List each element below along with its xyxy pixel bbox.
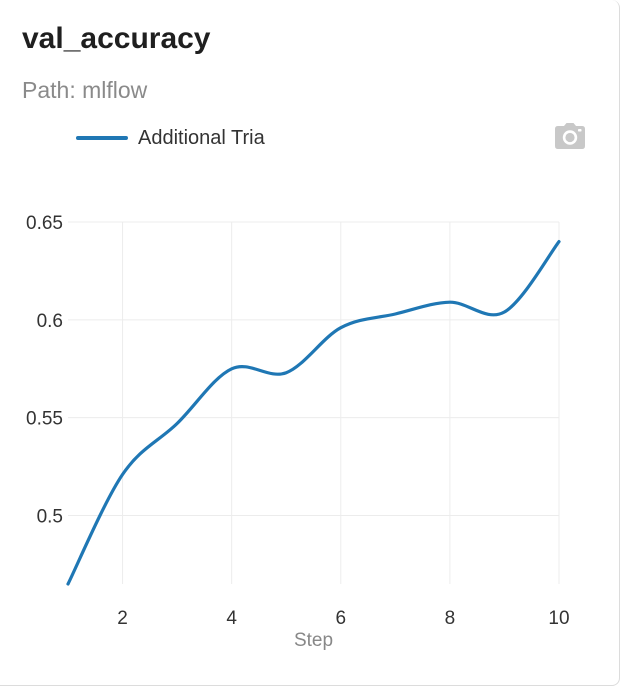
x-axis: 2 4 6 8 10 xyxy=(117,608,569,629)
y-tick-label: 0.6 xyxy=(37,311,63,332)
camera-icon-glyph xyxy=(555,123,585,149)
chart-title: val_accuracy xyxy=(22,22,211,55)
legend-label: Additional Tria xyxy=(138,126,265,149)
y-tick-label: 0.55 xyxy=(26,409,63,430)
series-line[interactable] xyxy=(66,240,561,586)
plot-area xyxy=(66,240,561,586)
x-tick-label: 2 xyxy=(117,608,128,629)
x-tick-label: 8 xyxy=(445,608,456,629)
y-axis: 0.5 0.55 0.6 0.65 xyxy=(26,213,63,528)
y-tick-label: 0.65 xyxy=(26,213,63,234)
x-tick-label: 4 xyxy=(226,608,237,629)
chart-subtitle: Path: mlflow xyxy=(22,77,148,103)
grid-lines xyxy=(68,221,560,584)
y-tick-label: 0.5 xyxy=(37,507,63,528)
camera-icon[interactable] xyxy=(554,122,586,150)
chart-card: val_accuracy Path: mlflow Additional Tri… xyxy=(0,0,620,686)
legend[interactable]: Additional Tria xyxy=(76,122,265,154)
x-axis-title: Step xyxy=(294,630,333,651)
x-tick-label: 6 xyxy=(335,608,346,629)
legend-swatch xyxy=(76,136,128,140)
x-tick-label: 10 xyxy=(548,608,569,629)
